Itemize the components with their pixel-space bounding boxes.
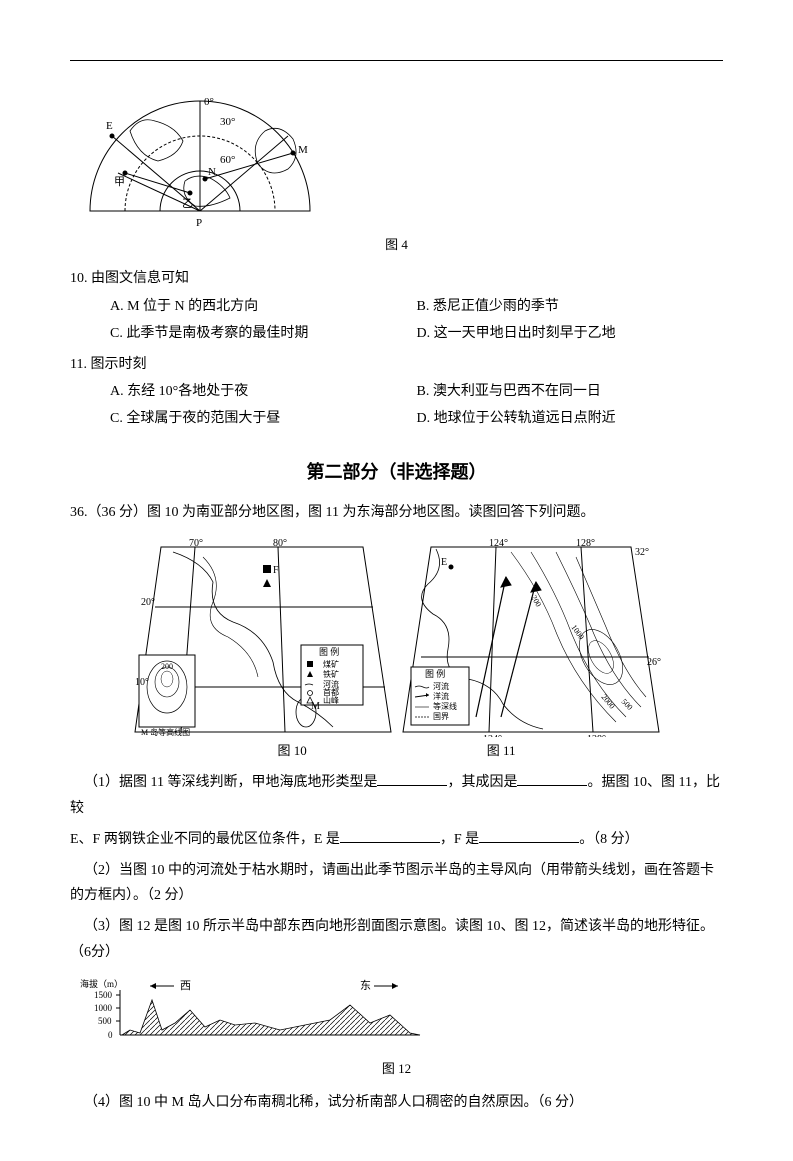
- q36-sub1-b: ，其成因是: [447, 775, 517, 790]
- q36-sub3: （3）图 12 是图 10 所示半岛中部东西向地形剖面图示意图。读图 10、图 …: [70, 914, 723, 964]
- q36-sub1-e: ，F 是: [440, 832, 479, 847]
- q36-sub1-line2: E、F 两钢铁企业不同的最优区位条件，E 是 ，F 是 。（8 分）: [70, 827, 723, 852]
- q10-stem: 10. 由图文信息可知: [70, 271, 189, 286]
- figure-12: 海拔（m） 1500 1000 500 0 西 东 图 12: [70, 975, 723, 1080]
- q36-sub1-a: （1）据图 11 等深线判断，甲地海底地形类型是: [84, 775, 377, 790]
- m11-b200: 200: [529, 594, 543, 609]
- blank-1: [377, 772, 447, 786]
- m11-lon128t: 128°: [576, 538, 595, 549]
- f12-west: 西: [180, 980, 191, 992]
- q11-opt-a: A. 东经 10°各地处于夜: [110, 379, 417, 404]
- fig11-caption: 图 11: [487, 739, 516, 762]
- m11-b2000: 2000: [599, 693, 616, 711]
- label-E: E: [106, 120, 113, 132]
- label-M: M: [298, 144, 308, 156]
- m11-legend-title: 图 例: [425, 668, 445, 679]
- q36-sub1-d: E、F 两钢铁企业不同的最优区位条件，E 是: [70, 832, 340, 847]
- section-2-title: 第二部分（非选择题）: [70, 456, 723, 488]
- top-rule: [70, 60, 723, 61]
- m11-lon124t: 124°: [489, 538, 508, 549]
- q36-sub2: （2）当图 10 中的河流处于枯水期时，请画出此季节图示半岛的主导风向（用带箭头…: [70, 858, 723, 908]
- figure-4: E 甲 乙 N M P 0° 30° 60° 图 4: [70, 81, 723, 256]
- label-0: 0°: [204, 96, 214, 108]
- q10-opt-d: D. 这一天甲地日出时刻早于乙地: [417, 321, 724, 346]
- blank-2: [517, 772, 587, 786]
- label-30: 30°: [220, 116, 235, 128]
- figure-4-svg: E 甲 乙 N M P 0° 30° 60°: [70, 81, 330, 231]
- question-11: 11. 图示时刻 A. 东经 10°各地处于夜 B. 澳大利亚与巴西不在同一日 …: [70, 352, 723, 432]
- m10-F: F: [273, 565, 279, 576]
- m11-lat26: 26°: [647, 657, 661, 668]
- q10-opt-c: C. 此季节是南极考察的最佳时期: [110, 321, 417, 346]
- blank-4: [479, 829, 579, 843]
- q11-opt-d: D. 地球位于公转轨道远日点附近: [417, 406, 724, 431]
- m10-leg1: 煤矿: [323, 659, 339, 669]
- f12-1000: 1000: [94, 1003, 113, 1013]
- figure-12-svg: 海拔（m） 1500 1000 500 0 西 东: [70, 975, 430, 1055]
- figure-12-caption: 图 12: [70, 1057, 723, 1080]
- m11-leg2: 洋流: [433, 691, 449, 701]
- blank-3: [340, 829, 440, 843]
- label-yi: 乙: [182, 197, 193, 210]
- q11-stem: 11. 图示时刻: [70, 357, 146, 372]
- m10-inset-label: M 岛等高线图: [141, 727, 190, 737]
- m10-lat20: 20°: [141, 597, 155, 608]
- f12-east: 东: [360, 979, 371, 992]
- m11-lon128b: 128°: [587, 734, 606, 737]
- fig10-caption: 图 10: [277, 739, 306, 762]
- m10-inset200: 200: [161, 662, 173, 671]
- m10-lon70: 70°: [189, 538, 203, 549]
- label-N: N: [208, 166, 216, 178]
- figure-11-svg: 124° 128° 32° 26° 124° 128° E 200 1000 2…: [401, 537, 661, 737]
- f12-1500: 1500: [94, 990, 113, 1000]
- m10-leg5: 山峰: [323, 695, 339, 705]
- q36-sub1: （1）据图 11 等深线判断，甲地海底地形类型是，其成因是。据图 10、图 11…: [70, 770, 723, 820]
- f12-500: 500: [98, 1016, 112, 1026]
- m11-leg4: 国界: [433, 712, 449, 721]
- m11-leg1: 河流: [433, 681, 449, 691]
- label-P: P: [196, 217, 202, 229]
- question-10: 10. 由图文信息可知 A. M 位于 N 的西北方向 B. 悉尼正值少雨的季节…: [70, 266, 723, 346]
- m11-lat32: 32°: [635, 547, 649, 558]
- q10-opt-a: A. M 位于 N 的西北方向: [110, 294, 417, 319]
- label-jia: 甲: [114, 176, 125, 188]
- m11-b1000: 1000: [569, 623, 586, 641]
- f12-ylabel: 海拔（m）: [80, 978, 123, 989]
- m11-E: E: [441, 557, 447, 568]
- m11-b500: 500: [619, 697, 634, 712]
- maps-row: 70° 80° 20° 10° F M 200 M 岛等高线图 图 例 煤矿 铁…: [70, 537, 723, 737]
- q36-sub1-f: 。（8 分）: [579, 832, 639, 847]
- q10-opt-b: B. 悉尼正值少雨的季节: [417, 294, 724, 319]
- figure-10-svg: 70° 80° 20° 10° F M 200 M 岛等高线图 图 例 煤矿 铁…: [133, 537, 393, 737]
- m11-leg3: 等深线: [433, 701, 457, 711]
- q11-opt-b: B. 澳大利亚与巴西不在同一日: [417, 379, 724, 404]
- m10-lon80: 80°: [273, 538, 287, 549]
- q11-opt-c: C. 全球属于夜的范围大于昼: [110, 406, 417, 431]
- m10-legend-title: 图 例: [319, 646, 339, 657]
- m10-lat10: 10°: [135, 677, 149, 688]
- q36-sub4: （4）图 10 中 M 岛人口分布南稠北稀，试分析南部人口稠密的自然原因。（6 …: [70, 1090, 723, 1115]
- m11-lon124b: 124°: [483, 734, 502, 737]
- figure-4-caption: 图 4: [70, 233, 723, 256]
- m10-leg2: 铁矿: [323, 669, 339, 679]
- f12-0: 0: [108, 1030, 113, 1040]
- q36-stem: 36.（36 分）图 10 为南亚部分地区图，图 11 为东海部分地区图。读图回…: [70, 500, 723, 525]
- label-60: 60°: [220, 154, 235, 166]
